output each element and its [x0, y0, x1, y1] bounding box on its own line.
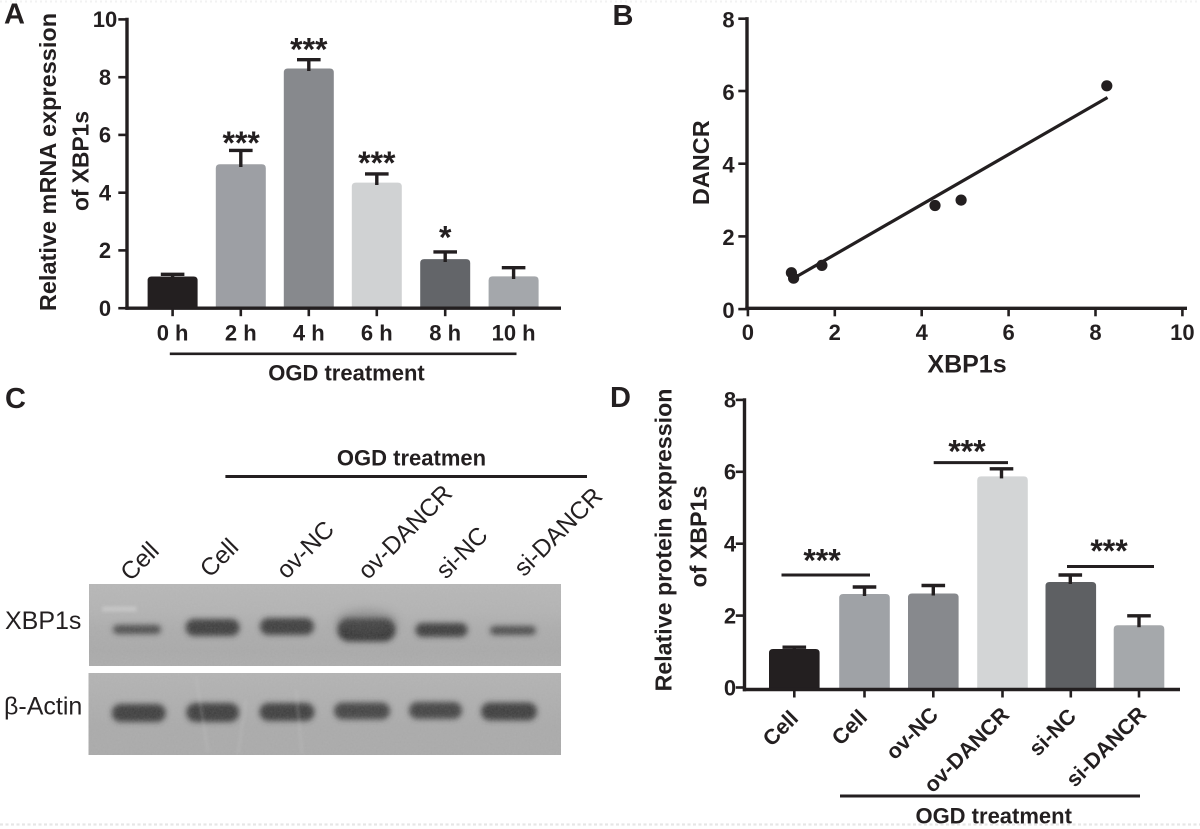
svg-text:6: 6	[1002, 320, 1014, 345]
svg-text:8 h: 8 h	[429, 321, 461, 346]
svg-text:6 h: 6 h	[361, 321, 393, 346]
svg-text:B: B	[613, 0, 634, 32]
svg-text:6: 6	[722, 80, 734, 105]
svg-text:DANCR: DANCR	[688, 120, 714, 205]
svg-text:8: 8	[722, 8, 734, 33]
svg-text:2: 2	[722, 225, 734, 250]
svg-text:0 h: 0 h	[157, 321, 189, 346]
svg-text:2: 2	[724, 603, 736, 628]
svg-text:0: 0	[722, 298, 734, 323]
svg-text:*: *	[439, 220, 452, 256]
svg-text:of XBP1s: of XBP1s	[68, 111, 94, 211]
svg-text:OGD treatment: OGD treatment	[915, 804, 1072, 829]
svg-text:OGD treatmen: OGD treatmen	[337, 446, 486, 471]
svg-text:10 h: 10 h	[492, 321, 536, 346]
svg-text:of XBP1s: of XBP1s	[686, 486, 712, 588]
svg-text:***: ***	[358, 145, 396, 181]
svg-text:2 h: 2 h	[225, 321, 257, 346]
svg-text:4 h: 4 h	[293, 321, 325, 346]
svg-text:***: ***	[803, 543, 841, 579]
svg-text:A: A	[4, 0, 25, 31]
svg-text:***: ***	[1090, 533, 1128, 569]
svg-text:8: 8	[1089, 320, 1101, 345]
svg-text:***: ***	[223, 125, 261, 161]
svg-text:2: 2	[829, 320, 841, 345]
svg-text:C: C	[5, 383, 26, 415]
svg-text:10: 10	[93, 7, 117, 32]
svg-text:0: 0	[99, 296, 111, 321]
svg-text:β-Actin: β-Actin	[4, 693, 82, 721]
svg-text:6: 6	[724, 460, 736, 485]
svg-text:Relative protein expression: Relative protein expression	[651, 389, 677, 692]
svg-text:4: 4	[916, 320, 929, 345]
svg-text:4: 4	[724, 532, 737, 557]
svg-text:0: 0	[742, 320, 754, 345]
svg-text:D: D	[610, 382, 631, 414]
svg-text:OGD treatment: OGD treatment	[268, 361, 425, 386]
svg-text:0: 0	[724, 675, 736, 700]
svg-text:8: 8	[99, 65, 111, 90]
svg-text:XBP1s: XBP1s	[927, 351, 1006, 379]
svg-text:XBP1s: XBP1s	[5, 607, 81, 635]
svg-text:6: 6	[99, 123, 111, 148]
svg-text:4: 4	[99, 181, 112, 206]
svg-text:***: ***	[290, 32, 328, 68]
svg-text:2: 2	[99, 238, 111, 263]
svg-text:10: 10	[1170, 320, 1194, 345]
svg-text:***: ***	[948, 433, 986, 469]
svg-text:4: 4	[722, 153, 735, 178]
svg-text:8: 8	[724, 388, 736, 413]
svg-text:Relative mRNA expression: Relative mRNA expression	[35, 13, 61, 311]
